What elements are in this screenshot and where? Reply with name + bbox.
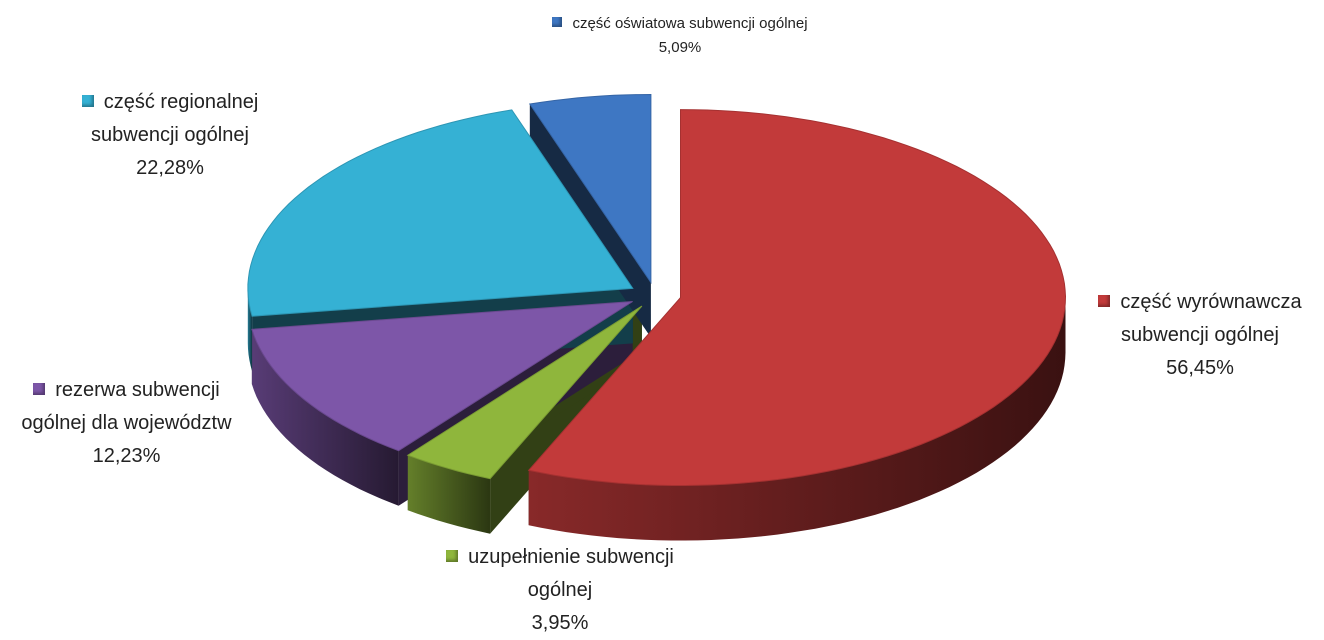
category-label: część wyrównawcza subwencji ogólnej [1120,291,1302,346]
value-label: 56,45% [1166,357,1234,379]
value-label: 12,23% [92,445,161,467]
data-label: rezerwa subwencji ogólnej dla województw… [4,374,249,473]
value-label: 22,28% [136,157,204,179]
slice-side [251,329,399,506]
data-label: część wyrównawcza subwencji ogólnej 56,45… [1070,286,1324,385]
legend-key [446,550,459,562]
value-label: 5,09% [658,39,702,56]
data-label: uzupełnienie subwencji ogólnej 3,95% [445,541,675,640]
data-label: część regionalnej subwencji ogólnej 22,28… [50,86,290,185]
legend-key [81,95,94,107]
category-label: część oświatowa subwencji ogólnej [572,15,808,32]
slice-side [407,455,491,534]
pie-slice [247,109,634,317]
legend-key [1098,295,1111,307]
pie-slice [406,305,643,480]
pie-tops [247,93,1067,486]
data-label: część oświatowa subwencji ogólnej 5,09% [535,12,825,60]
pie-slice [527,109,1067,486]
pie-slice [528,93,652,285]
category-label: uzupełnienie subwencji ogólnej [468,546,674,601]
slice-side [528,297,1066,541]
slice-side [247,288,253,372]
legend-key [552,17,563,27]
value-label: 3,95% [531,612,589,634]
category-label: część regionalnej subwencji ogólnej [91,91,259,146]
category-label: rezerwa subwencji ogólnej dla województw [21,379,232,434]
pie-slice [251,301,633,452]
legend-key [33,383,46,395]
